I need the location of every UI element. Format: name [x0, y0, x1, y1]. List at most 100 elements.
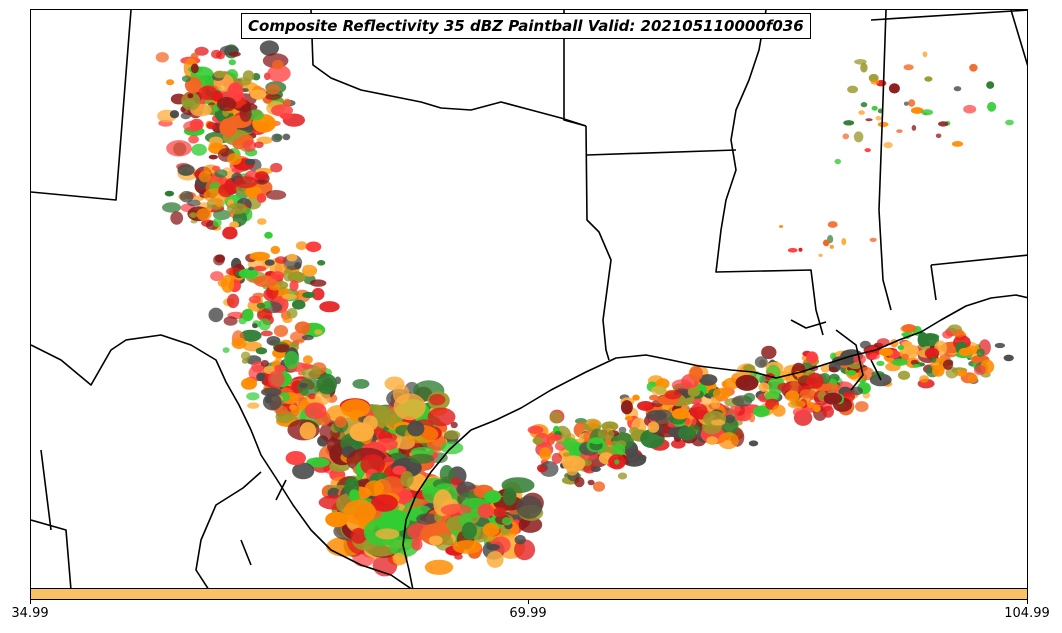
reflectivity-blob	[340, 399, 371, 418]
reflectivity-blob	[930, 356, 937, 363]
reflectivity-blob	[240, 351, 251, 361]
reflectivity-blob	[908, 99, 916, 107]
reflectivity-blob	[169, 110, 180, 119]
reflectivity-blob	[921, 109, 934, 116]
reflectivity-blob	[864, 148, 871, 153]
reflectivity-blob	[218, 183, 234, 198]
reflectivity-blob	[214, 254, 226, 263]
reflectivity-blob	[375, 410, 388, 423]
reflectivity-blob	[785, 390, 800, 402]
reflectivity-blob	[238, 268, 259, 279]
reflectivity-blob	[213, 70, 226, 79]
reflectivity-blob	[325, 511, 348, 528]
reflectivity-blob	[427, 407, 456, 427]
reflectivity-blob	[439, 465, 454, 484]
reflectivity-blob	[261, 387, 282, 397]
reflectivity-blob	[560, 456, 580, 467]
reflectivity-blob	[227, 293, 240, 309]
reflectivity-blob	[870, 79, 880, 85]
reflectivity-blob	[624, 416, 634, 421]
reflectivity-blob	[539, 461, 559, 477]
reflectivity-blob	[842, 133, 850, 140]
reflectivity-blob	[270, 162, 283, 173]
reflectivity-blob	[274, 364, 286, 373]
reflectivity-blob	[306, 457, 330, 468]
reflectivity-blob	[253, 265, 267, 272]
reflectivity-blob	[957, 369, 967, 377]
reflectivity-blob	[248, 266, 255, 271]
reflectivity-blob	[443, 430, 461, 440]
reflectivity-blob	[304, 402, 327, 420]
reflectivity-blob	[967, 374, 978, 383]
colorbar-tick-mark	[528, 600, 529, 604]
reflectivity-blob	[718, 432, 739, 450]
reflectivity-blob	[860, 62, 868, 73]
reflectivity-blob	[214, 169, 228, 178]
reflectivity-blob	[281, 293, 297, 300]
reflectivity-blob	[295, 241, 308, 251]
reflectivity-blob	[299, 383, 308, 388]
reflectivity-blob	[853, 131, 864, 143]
reflectivity-blob	[271, 133, 283, 143]
reflectivity-blob	[265, 93, 281, 101]
reflectivity-blob	[865, 118, 873, 122]
reflectivity-blob	[286, 308, 298, 319]
reflectivity-blob	[761, 345, 777, 360]
reflectivity-blob	[270, 245, 281, 255]
colorbar-tick-label: 69.99	[509, 606, 547, 621]
reflectivity-blob	[687, 387, 701, 397]
reflectivity-blob	[712, 387, 731, 400]
reflectivity-blob	[743, 392, 756, 403]
reflectivity-blob	[646, 410, 667, 421]
reflectivity-blob	[1003, 354, 1014, 362]
reflectivity-blob	[829, 244, 834, 249]
reflectivity-blob	[706, 436, 719, 445]
reflectivity-blob	[258, 318, 271, 331]
reflectivity-blob	[912, 363, 921, 368]
reflectivity-blob	[334, 416, 347, 428]
reflectivity-blob	[589, 437, 604, 445]
reflectivity-blob	[316, 373, 337, 395]
reflectivity-blob	[249, 251, 270, 261]
reflectivity-blob	[392, 552, 406, 566]
reflectivity-blob	[834, 158, 842, 165]
reflectivity-blob	[858, 110, 865, 115]
reflectivity-blob	[206, 121, 216, 130]
reflectivity-blob	[360, 454, 386, 476]
reflectivity-blob	[352, 379, 370, 389]
reflectivity-blob	[252, 323, 258, 329]
reflectivity-blob	[191, 143, 207, 156]
reflectivity-blob	[754, 356, 768, 368]
reflectivity-blob	[267, 64, 291, 83]
reflectivity-blob	[297, 377, 322, 397]
reflectivity-blob	[189, 212, 198, 219]
reflectivity-blob	[924, 76, 933, 82]
reflectivity-blob	[699, 374, 718, 386]
reflectivity-blob	[302, 291, 315, 299]
colorbar-tick-mark	[1027, 600, 1028, 604]
reflectivity-blob	[187, 93, 194, 99]
reflectivity-blob	[963, 104, 977, 114]
reflectivity-blob	[617, 472, 628, 480]
colorbar	[30, 588, 1028, 600]
reflectivity-blob	[597, 428, 615, 440]
reflectivity-blob	[227, 82, 244, 103]
reflectivity-blob	[254, 141, 264, 148]
reflectivity-blob	[871, 105, 878, 111]
reflectivity-blob	[222, 347, 230, 353]
reflectivity-blob	[181, 92, 201, 111]
reflectivity-blob	[319, 301, 340, 313]
reflectivity-blob	[806, 351, 818, 364]
reflectivity-blob	[549, 411, 563, 424]
gulf-coastline	[402, 294, 1027, 588]
reflectivity-blob	[501, 517, 513, 526]
reflectivity-blob	[514, 534, 526, 545]
reflectivity-blob	[590, 466, 601, 472]
reflectivity-blob	[303, 265, 317, 277]
reflectivity-blob	[689, 366, 703, 381]
reflectivity-blob	[832, 355, 856, 366]
reflectivity-blob	[294, 321, 311, 334]
reflectivity-blob	[792, 407, 805, 417]
reflectivity-blob	[452, 540, 483, 554]
reflectivity-blob	[614, 459, 620, 465]
